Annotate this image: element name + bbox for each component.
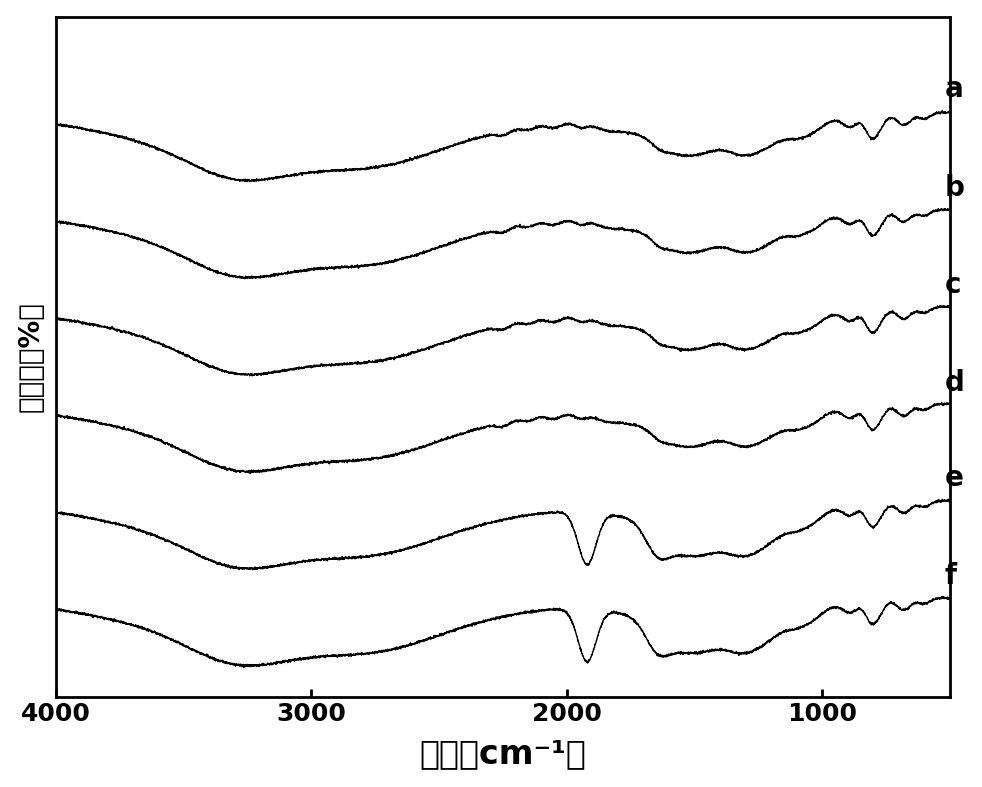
Text: d: d [945,369,964,397]
Text: b: b [945,174,964,201]
Y-axis label: 透光率（%）: 透光率（%） [17,301,44,412]
Text: f: f [945,562,956,590]
Text: a: a [945,75,963,103]
X-axis label: 波数（cm⁻¹）: 波数（cm⁻¹） [419,737,586,770]
Text: e: e [945,464,963,492]
Text: c: c [945,271,961,299]
